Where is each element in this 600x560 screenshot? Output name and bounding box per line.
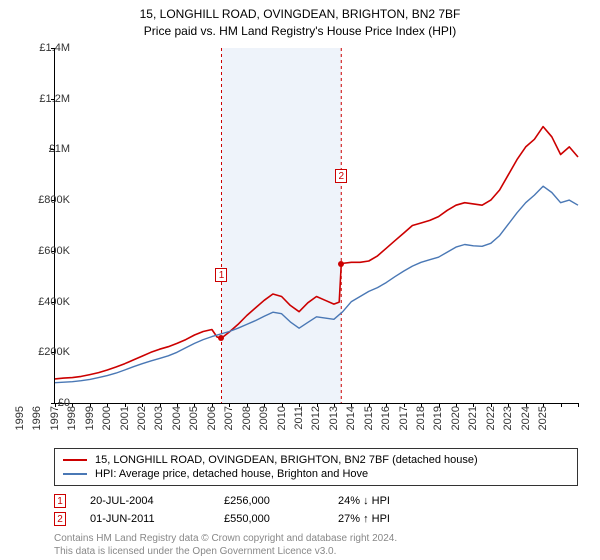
y-tick-label: £200K (38, 346, 70, 358)
x-tick-label: 2001 (119, 406, 131, 446)
legend-box: 15, LONGHILL ROAD, OVINGDEAN, BRIGHTON, … (54, 448, 578, 486)
y-tick-label: £600K (38, 245, 70, 257)
x-tick-label: 2019 (432, 406, 444, 446)
titles: 15, LONGHILL ROAD, OVINGDEAN, BRIGHTON, … (0, 0, 600, 40)
x-tick-label: 2020 (450, 406, 462, 446)
x-tick-label: 2013 (328, 406, 340, 446)
sale-row-badge: 2 (54, 512, 66, 526)
x-tick-label: 2011 (293, 406, 305, 446)
title-subtitle: Price paid vs. HM Land Registry's House … (0, 23, 600, 40)
x-tick-label: 2006 (206, 406, 218, 446)
sale-row-badge: 1 (54, 494, 66, 508)
legend-label: 15, LONGHILL ROAD, OVINGDEAN, BRIGHTON, … (95, 454, 478, 466)
x-tick-label: 2025 (537, 406, 549, 446)
y-tick-label: £800K (38, 194, 70, 206)
legend-row: 15, LONGHILL ROAD, OVINGDEAN, BRIGHTON, … (63, 453, 569, 467)
sale-marker-dot (218, 335, 224, 341)
x-tick-label: 2004 (171, 406, 183, 446)
x-tick-label: 2010 (276, 406, 288, 446)
x-tick-label: 2024 (520, 406, 532, 446)
x-tick-label: 2002 (136, 406, 148, 446)
x-tick-label: 1998 (66, 406, 78, 446)
sale-marker-badge: 2 (335, 169, 347, 183)
footnote: Contains HM Land Registry data © Crown c… (54, 532, 578, 558)
x-tick-label: 2008 (241, 406, 253, 446)
x-tick-label: 1997 (49, 406, 61, 446)
legend-label: HPI: Average price, detached house, Brig… (95, 468, 368, 480)
sale-row-diff: 24% ↓ HPI (338, 495, 438, 507)
x-tick-label: 2005 (188, 406, 200, 446)
x-tick-label: 2016 (380, 406, 392, 446)
legend-and-table: 15, LONGHILL ROAD, OVINGDEAN, BRIGHTON, … (54, 448, 578, 558)
sales-table: 1 20-JUL-2004 £256,000 24% ↓ HPI 2 01-JUN-201… (54, 492, 578, 528)
sale-table-row: 2 01-JUN-2011 £550,000 27% ↑ HPI (54, 510, 578, 528)
sale-marker-dot (338, 261, 344, 267)
y-tick-label: £1M (49, 143, 70, 155)
legend-swatch (63, 473, 87, 475)
y-tick-label: £400K (38, 296, 70, 308)
chart-container: 15, LONGHILL ROAD, OVINGDEAN, BRIGHTON, … (0, 0, 600, 560)
legend-swatch (63, 459, 87, 461)
x-tick-label: 2018 (415, 406, 427, 446)
x-tick-label: 2009 (258, 406, 270, 446)
y-tick-label: £1.2M (39, 93, 70, 105)
plot-svg (55, 48, 578, 403)
title-address: 15, LONGHILL ROAD, OVINGDEAN, BRIGHTON, … (0, 6, 600, 23)
legend-row: HPI: Average price, detached house, Brig… (63, 467, 569, 481)
sale-row-price: £550,000 (224, 513, 314, 525)
x-tick-label: 2003 (153, 406, 165, 446)
x-tick-label: 1999 (84, 406, 96, 446)
sale-row-date: 01-JUN-2011 (90, 513, 200, 525)
x-tick-label: 2021 (467, 406, 479, 446)
x-tick-label: 2023 (502, 406, 514, 446)
sale-row-date: 20-JUL-2004 (90, 495, 200, 507)
x-tick-label: 2022 (485, 406, 497, 446)
sale-row-diff: 27% ↑ HPI (338, 513, 438, 525)
x-tick-label: 2015 (363, 406, 375, 446)
footnote-line-2: This data is licensed under the Open Gov… (54, 545, 578, 558)
sale-row-price: £256,000 (224, 495, 314, 507)
x-tick-label: 2017 (398, 406, 410, 446)
x-tick-label: 2012 (310, 406, 322, 446)
x-tick-label: 2014 (345, 406, 357, 446)
x-tick-label: 2007 (223, 406, 235, 446)
sale-table-row: 1 20-JUL-2004 £256,000 24% ↓ HPI (54, 492, 578, 510)
y-tick-label: £1.4M (39, 42, 70, 54)
footnote-line-1: Contains HM Land Registry data © Crown c… (54, 532, 578, 545)
x-tick-label: 1995 (14, 406, 26, 446)
x-tick-label: 1996 (31, 406, 43, 446)
x-tick-label: 2000 (101, 406, 113, 446)
plot-area: 12 (54, 48, 578, 404)
sale-marker-badge: 1 (215, 268, 227, 282)
